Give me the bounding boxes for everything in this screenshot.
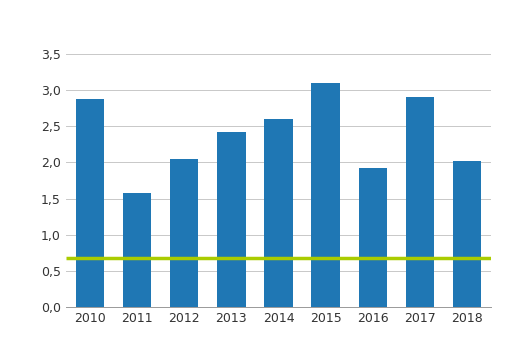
Bar (264, 119, 293, 307)
Bar (453, 161, 481, 307)
Bar (217, 132, 245, 307)
Bar (76, 99, 104, 307)
Bar (123, 193, 151, 307)
Bar (406, 97, 434, 307)
Bar (170, 159, 198, 307)
Bar (312, 83, 340, 307)
Bar (359, 168, 387, 307)
Legend: Patents/mil. inhabitants, EU average (2010–2016): Patents/mil. inhabitants, EU average (20… (90, 358, 467, 361)
